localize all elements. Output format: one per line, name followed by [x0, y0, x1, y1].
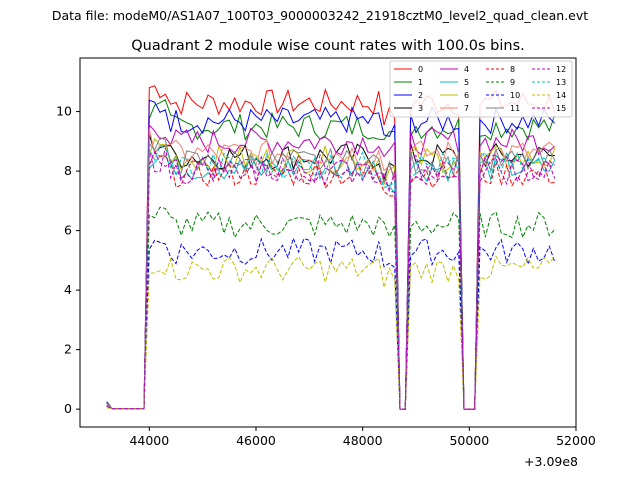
- suptitle: Data file: modeM0/AS1A07_100T03_90000032…: [52, 8, 588, 23]
- legend-label: 9: [510, 78, 515, 87]
- series-line-12: [106, 147, 556, 410]
- series-line-10: [106, 236, 556, 410]
- legend-label: 8: [510, 65, 515, 74]
- legend-label: 7: [464, 104, 469, 113]
- y-tick-label: 2: [64, 342, 72, 357]
- series-line-6: [106, 137, 556, 410]
- series-line-4: [106, 123, 556, 410]
- series-line-8: [106, 151, 555, 410]
- legend-label: 6: [464, 91, 469, 100]
- series-line-9: [106, 206, 556, 410]
- legend-label: 3: [418, 104, 423, 113]
- legend-label: 15: [556, 104, 566, 113]
- series-line-11: [106, 136, 556, 410]
- y-tick-label: 0: [64, 401, 72, 416]
- legend-label: 0: [418, 65, 423, 74]
- y-tick-label: 10: [56, 104, 72, 119]
- legend-label: 12: [556, 65, 566, 74]
- x-offset-label: +3.09e8: [524, 454, 578, 469]
- x-tick-label: 48000: [343, 433, 383, 448]
- series-line-7: [106, 128, 556, 410]
- series-line-5: [106, 154, 556, 410]
- series-line-0: [106, 85, 556, 410]
- series-line-2: [106, 99, 556, 410]
- legend-label: 14: [556, 91, 566, 100]
- legend-label: 2: [418, 91, 423, 100]
- legend-label: 10: [510, 91, 520, 100]
- series-line-14: [106, 255, 556, 410]
- chart-title: Quadrant 2 module wise count rates with …: [131, 38, 525, 54]
- x-tick-label: 44000: [129, 433, 169, 448]
- x-tick-label: 50000: [449, 433, 489, 448]
- legend-label: 5: [464, 78, 469, 87]
- legend-label: 1: [418, 78, 423, 87]
- axes-frame: [79, 57, 577, 428]
- y-tick-label: 6: [64, 223, 72, 238]
- series-line-15: [106, 150, 556, 410]
- x-tick-label: 46000: [236, 433, 276, 448]
- legend-label: 13: [556, 78, 566, 87]
- x-tick-label: 52000: [556, 433, 596, 448]
- y-tick-label: 4: [64, 282, 72, 297]
- plot-area: [106, 85, 556, 410]
- series-line-13: [106, 144, 555, 410]
- legend-label: 11: [510, 104, 520, 113]
- legend-label: 4: [464, 65, 469, 74]
- y-tick-label: 8: [64, 163, 72, 178]
- legend-box: [389, 60, 573, 118]
